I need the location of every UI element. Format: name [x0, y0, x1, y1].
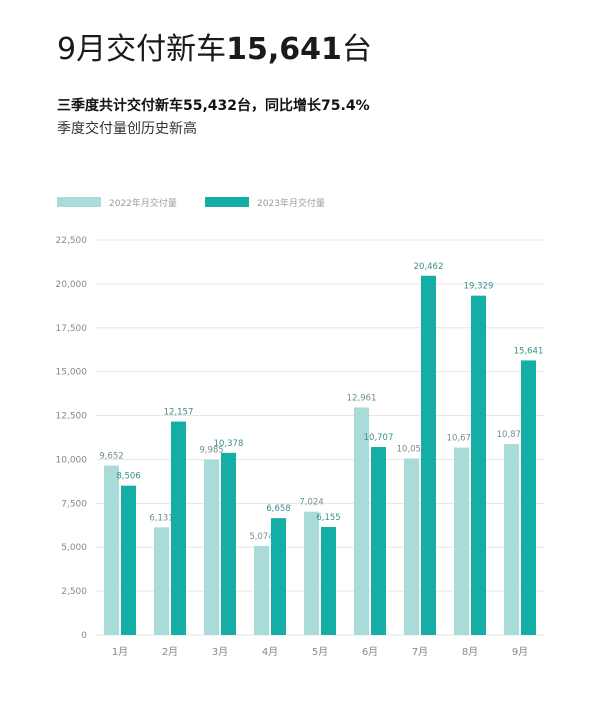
- y-tick-label: 17,500: [56, 324, 88, 334]
- bar-2023: [271, 518, 286, 635]
- x-tick-label: 8月: [462, 646, 478, 658]
- x-tick-label: 9月: [512, 646, 528, 658]
- bar-2023: [121, 485, 136, 635]
- data-label: 12,961: [347, 393, 377, 403]
- data-label: 6,155: [316, 513, 340, 523]
- x-tick-label: 6月: [362, 646, 378, 658]
- y-tick-label: 22,500: [56, 236, 88, 246]
- data-label: 10,878: [497, 430, 527, 440]
- y-tick-label: 15,000: [56, 368, 88, 378]
- data-label: 15,641: [514, 346, 544, 356]
- bar-2022: [204, 459, 219, 635]
- subtitle: 三季度共计交付新车55,432台，同比增长75.4%: [57, 98, 370, 114]
- bar-2022: [304, 511, 319, 635]
- x-tick-label: 1月: [112, 646, 128, 658]
- bar-2023: [421, 275, 436, 635]
- data-label: 5,074: [249, 532, 273, 542]
- subtitle-secondary: 季度交付量创历史新高: [57, 121, 197, 137]
- data-label: 19,329: [464, 282, 494, 292]
- bar-2023: [321, 526, 336, 635]
- bar-2022: [254, 545, 269, 635]
- x-tick-label: 5月: [312, 646, 328, 658]
- data-label: 9,652: [99, 452, 123, 462]
- x-tick-label: 3月: [212, 646, 228, 658]
- data-label: 10,677: [447, 434, 477, 444]
- y-tick-label: 20,000: [56, 280, 88, 290]
- bar-2023: [521, 360, 536, 635]
- y-tick-label: 5,000: [61, 543, 87, 553]
- legend-swatch-2023: [205, 197, 249, 207]
- data-label: 9,985: [199, 446, 223, 456]
- data-label: 10,378: [214, 439, 244, 449]
- y-tick-label: 12,500: [56, 412, 88, 422]
- y-tick-label: 10,000: [56, 455, 88, 465]
- bar-2022: [504, 444, 519, 635]
- data-label: 6,658: [266, 504, 290, 514]
- data-label: 10,052: [397, 445, 427, 455]
- y-tick-label: 2,500: [61, 587, 87, 597]
- data-label: 20,462: [414, 262, 444, 272]
- bar-2022: [354, 407, 369, 635]
- legend-swatch-2022: [57, 197, 101, 207]
- data-label: 12,157: [164, 408, 194, 418]
- bar-2022: [104, 465, 119, 635]
- data-label: 10,707: [364, 433, 394, 443]
- bar-2022: [154, 527, 169, 635]
- legend-label-2023: 2023年月交付量: [257, 197, 325, 209]
- data-label: 8,506: [116, 472, 140, 482]
- y-tick-label: 7,500: [61, 499, 87, 509]
- data-label: 6,131: [149, 513, 173, 523]
- data-label: 7,024: [299, 498, 323, 508]
- bar-2023: [371, 447, 386, 635]
- page-title: 9月交付新车15,641台: [57, 30, 372, 70]
- bar-2023: [471, 295, 486, 635]
- x-tick-label: 2月: [162, 646, 178, 658]
- bar-2022: [454, 447, 469, 635]
- bar-2022: [404, 458, 419, 635]
- title-suffix: 台: [341, 32, 372, 67]
- title-number: 15,641: [226, 32, 342, 67]
- title-prefix: 9月交付新车: [57, 32, 227, 67]
- y-tick-label: 0: [81, 631, 87, 641]
- legend-label-2022: 2022年月交付量: [109, 197, 177, 209]
- x-tick-label: 7月: [412, 646, 428, 658]
- bar-2023: [171, 421, 186, 635]
- x-tick-label: 4月: [262, 646, 278, 658]
- bar-2023: [221, 452, 236, 635]
